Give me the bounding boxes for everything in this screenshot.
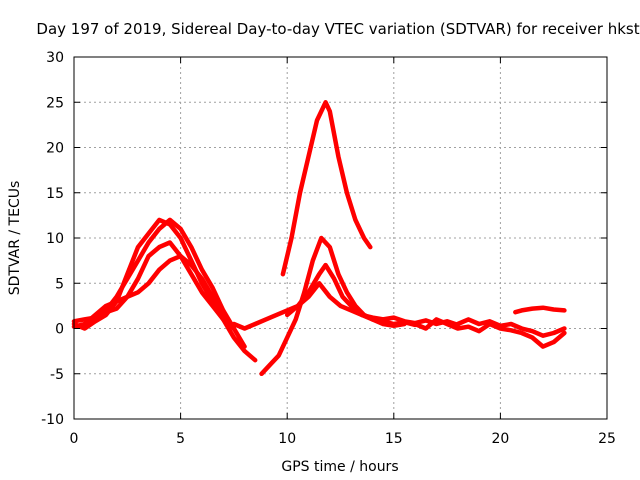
x-tick-label: 5 xyxy=(176,431,185,447)
y-tick-label: -5 xyxy=(50,367,64,383)
series-track-6 xyxy=(259,235,407,377)
x-axis-label: GPS time / hours xyxy=(281,459,398,475)
series-track-5 xyxy=(231,281,461,331)
x-tick-label: 20 xyxy=(491,431,509,447)
y-tick-label: 0 xyxy=(55,322,64,338)
y-tick-label: -10 xyxy=(41,412,64,428)
series-track-7 xyxy=(280,100,373,277)
y-tick-label: 30 xyxy=(46,50,64,66)
y-tick-label: 20 xyxy=(46,141,64,157)
x-tick-label: 10 xyxy=(278,431,296,447)
series-track-11 xyxy=(513,305,567,315)
series-track-9 xyxy=(412,317,567,349)
x-tick-label: 15 xyxy=(385,431,403,447)
x-tick-label: 25 xyxy=(598,431,616,447)
y-tick-label: 25 xyxy=(46,95,64,111)
y-tick-label: 5 xyxy=(55,276,64,292)
series-track-10 xyxy=(455,317,567,338)
tick-labels: 0 5 10 15 20 25 -10 -5 0 5 10 15 20 25 30 xyxy=(41,50,616,447)
series-track-4 xyxy=(82,253,237,331)
y-tick-label: 15 xyxy=(46,186,64,202)
series-track-3 xyxy=(71,240,237,331)
x-tick-label: 0 xyxy=(70,431,79,447)
series-track-1 xyxy=(71,217,258,363)
series-layer xyxy=(71,100,567,377)
y-axis-label: SDTVAR / TECUs xyxy=(7,181,23,296)
series-track-8 xyxy=(284,262,418,328)
y-tick-label: 10 xyxy=(46,231,64,247)
chart-title: Day 197 of 2019, Sidereal Day-to-day VTE… xyxy=(36,20,639,38)
